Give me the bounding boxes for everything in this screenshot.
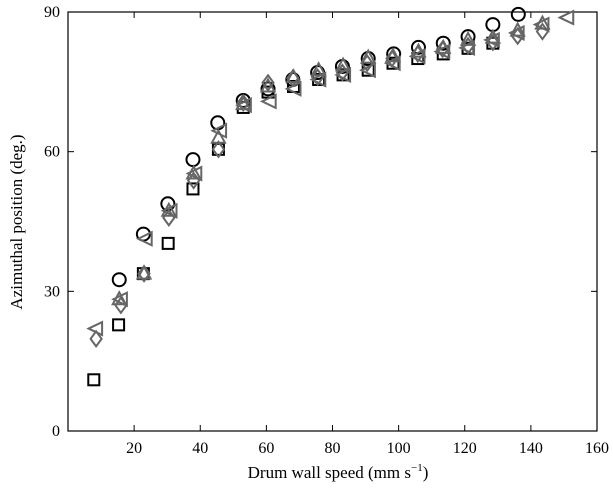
- square-marker: [112, 318, 126, 332]
- triangle-left-marker: [235, 97, 252, 114]
- triangle-left-marker: [557, 9, 575, 26]
- x-axis-label-exponent: −1: [411, 462, 423, 474]
- triangle-up-marker: [210, 128, 227, 144]
- y-axis-label: Azimuthal position (deg.): [7, 134, 26, 309]
- x-axis-label-close: ): [423, 463, 429, 482]
- triangle-left-marker: [135, 230, 153, 247]
- triangle-up-marker: [334, 56, 352, 72]
- square-marker: [87, 373, 101, 387]
- x-tick-labels: 20 40 60 80 100 120 140 160: [126, 440, 609, 457]
- triangle-left-marker: [433, 43, 451, 60]
- x-axis-label: Drum wall speed (mm s−1): [248, 462, 429, 482]
- triangle-left-marker: [210, 122, 228, 139]
- y-tick-label: 0: [52, 423, 60, 440]
- triangle-left-marker: [532, 16, 550, 33]
- y-tick-label: 90: [44, 4, 60, 21]
- series-diamond: [89, 22, 550, 349]
- diamond-marker: [89, 329, 103, 349]
- triangle-left-marker: [111, 291, 128, 308]
- square-marker: [161, 236, 175, 250]
- triangle-up-marker: [360, 48, 377, 64]
- triangle-up-marker: [135, 264, 153, 280]
- x-axis-label-text: Drum wall speed (mm s: [248, 463, 411, 482]
- triangle-left-marker: [507, 24, 525, 42]
- x-tick-label: 100: [387, 440, 411, 457]
- circle-marker: [111, 272, 127, 288]
- circle-marker: [510, 6, 526, 22]
- y-tick-label: 30: [44, 283, 60, 300]
- plot-frame: [67, 11, 598, 432]
- triangle-left-marker: [408, 48, 426, 65]
- diamond-marker: [261, 73, 275, 92]
- diamond-marker: [211, 140, 226, 159]
- data-markers: [86, 6, 575, 387]
- triangle-left-marker: [185, 165, 203, 182]
- x-tick-label: 60: [258, 440, 274, 457]
- triangle-left-marker: [334, 66, 352, 83]
- series-triangle-up: [111, 14, 551, 306]
- circle-marker: [435, 35, 451, 51]
- triangle-left-marker: [483, 31, 500, 49]
- square-marker: [186, 182, 200, 196]
- triangle-left-marker: [458, 39, 476, 56]
- triangle-left-marker: [160, 202, 178, 219]
- triangle-up-marker: [259, 77, 277, 93]
- diamond-marker: [486, 33, 500, 52]
- triangle-left-marker: [284, 80, 302, 97]
- y-tick-labels: 0 30 60 90: [44, 4, 60, 440]
- circle-marker: [185, 152, 201, 168]
- triangle-left-marker: [259, 93, 277, 110]
- y-tick-label: 60: [44, 144, 60, 161]
- x-tick-label: 120: [453, 440, 477, 457]
- triangle-left-marker: [383, 55, 401, 72]
- diamond-marker: [137, 264, 151, 283]
- triangle-up-marker: [384, 47, 402, 63]
- axis-ticks: [68, 11, 598, 432]
- plot-border: [67, 11, 598, 432]
- x-tick-label: 140: [519, 440, 543, 457]
- x-tick-label: 80: [325, 440, 341, 457]
- x-tick-label: 40: [192, 440, 208, 457]
- triangle-up-marker: [285, 68, 302, 84]
- x-tick-label: 160: [585, 440, 609, 457]
- series-square: [87, 36, 500, 387]
- triangle-left-marker: [86, 320, 104, 337]
- triangle-left-marker: [309, 71, 327, 88]
- triangle-left-marker: [359, 62, 376, 79]
- series-triangle-left: [86, 9, 575, 337]
- x-tick-label: 20: [126, 440, 142, 457]
